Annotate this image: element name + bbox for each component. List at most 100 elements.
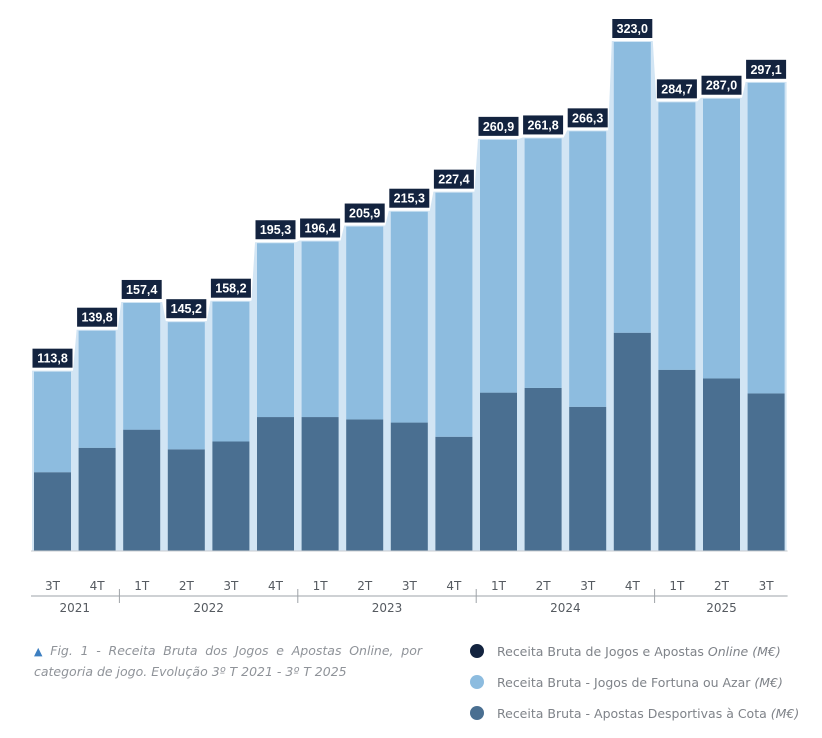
bar-fortuna-azar-14 bbox=[658, 102, 696, 370]
legend: Receita Bruta de Jogos e Apostas Online … bbox=[470, 641, 815, 734]
total-label-8: 215,3 bbox=[394, 192, 425, 206]
total-label-10: 260,9 bbox=[483, 120, 514, 134]
total-label-15: 287,0 bbox=[706, 79, 737, 93]
x-tick-label-6: 1T bbox=[313, 579, 329, 593]
bar-apostas-desportivas-5 bbox=[257, 417, 294, 551]
total-label-5: 195,3 bbox=[260, 223, 291, 237]
bar-apostas-desportivas-13 bbox=[613, 332, 651, 551]
x-tick-label-2: 1T bbox=[134, 579, 150, 593]
bar-apostas-desportivas-15 bbox=[703, 378, 740, 551]
total-label-box-3 bbox=[166, 299, 207, 319]
total-label-box-7 bbox=[344, 203, 385, 223]
total-label-6: 196,4 bbox=[304, 222, 335, 236]
bar-fortuna-azar-11 bbox=[524, 138, 562, 388]
bar-fortuna-azar-7 bbox=[346, 226, 384, 420]
x-tick-label-15: 2T bbox=[714, 579, 730, 593]
x-axis: 3T 4T 1T 2T 3T 4T 1T 2T 3T 4T 1T 2T 3T 4T 1T 2T 3T 2021 20… bbox=[31, 550, 788, 615]
bar-fortuna-azar-9 bbox=[435, 192, 473, 437]
bar-fortuna-azar-4 bbox=[212, 301, 250, 442]
total-label-12: 266,3 bbox=[572, 111, 603, 125]
x-tick-label-12: 3T bbox=[580, 579, 596, 593]
caption-text: Fig. 1 - Receita Bruta dos Jogos e Apost… bbox=[34, 643, 422, 679]
legend-label-apostas-desportivas: Receita Bruta - Apostas Desportivas à Co… bbox=[497, 705, 800, 721]
figure-caption: ▲ Fig. 1 - Receita Bruta dos Jogos e Apos… bbox=[34, 641, 422, 682]
x-tick-label-5: 4T bbox=[268, 579, 284, 593]
bar-apostas-desportivas-12 bbox=[569, 406, 607, 551]
legend-dot-apostas-desportivas bbox=[470, 706, 484, 720]
total-label-box-9 bbox=[433, 169, 474, 189]
bar-apostas-desportivas-7 bbox=[346, 419, 384, 551]
year-label-2021: 2021 bbox=[60, 601, 91, 615]
x-tick-label-16: 3T bbox=[759, 579, 775, 593]
legend-item-apostas-desportivas: Receita Bruta - Apostas Desportivas à Co… bbox=[470, 703, 815, 723]
bar-fortuna-azar-2 bbox=[123, 302, 161, 430]
bar-fortuna-azar-0 bbox=[34, 371, 71, 473]
bar-apostas-desportivas-3 bbox=[167, 449, 205, 551]
legend-label-fortuna-azar: Receita Bruta - Jogos de Fortuna ou Azar… bbox=[497, 674, 783, 690]
bar-apostas-desportivas-16 bbox=[747, 393, 785, 551]
bar-fortuna-azar-8 bbox=[390, 211, 428, 423]
legend-item-fortuna-azar: Receita Bruta - Jogos de Fortuna ou Azar… bbox=[470, 672, 815, 692]
x-tick-label-9: 4T bbox=[446, 579, 462, 593]
total-label-box-14 bbox=[656, 79, 697, 99]
bar-fortuna-azar-6 bbox=[301, 241, 339, 418]
total-label-box-16 bbox=[746, 59, 787, 79]
total-label-0: 113,8 bbox=[37, 352, 68, 366]
bar-apostas-desportivas-10 bbox=[480, 392, 517, 551]
total-label-1: 139,8 bbox=[81, 311, 112, 325]
bar-apostas-desportivas-9 bbox=[435, 436, 473, 551]
total-label-13: 323,0 bbox=[617, 22, 648, 36]
total-label-box-15 bbox=[701, 75, 742, 95]
legend-dot-total bbox=[470, 644, 484, 658]
total-label-box-8 bbox=[389, 188, 430, 208]
bar-apostas-desportivas-1 bbox=[78, 447, 116, 551]
bars bbox=[34, 42, 785, 551]
x-tick-label-4: 3T bbox=[223, 579, 239, 593]
bar-fortuna-azar-5 bbox=[257, 243, 294, 418]
bar-fortuna-azar-15 bbox=[703, 98, 740, 379]
total-label-2: 157,4 bbox=[126, 283, 157, 297]
bar-fortuna-azar-12 bbox=[569, 131, 607, 407]
x-tick-label-0: 3T bbox=[45, 579, 61, 593]
total-label-box-6 bbox=[300, 218, 341, 238]
x-tick-label-10: 1T bbox=[491, 579, 507, 593]
legend-item-total: Receita Bruta de Jogos e Apostas Online … bbox=[470, 641, 815, 661]
stacked-bar-chart: 113,8 139,8 157,4 145,2 158,2 195,3 196,4 205,9… bbox=[31, 19, 788, 615]
caption-triangle-icon: ▲ bbox=[34, 645, 47, 658]
total-label-box-10 bbox=[478, 116, 519, 136]
total-label-box-13 bbox=[612, 19, 653, 38]
x-tick-label-1: 4T bbox=[90, 579, 106, 593]
x-tick-label-14: 1T bbox=[669, 579, 685, 593]
x-tick-label-3: 2T bbox=[179, 579, 195, 593]
x-tick-label-8: 3T bbox=[402, 579, 418, 593]
total-label-box-1 bbox=[77, 307, 118, 327]
bar-fortuna-azar-3 bbox=[167, 322, 205, 450]
bar-fortuna-azar-1 bbox=[78, 330, 116, 448]
year-label-2023: 2023 bbox=[372, 601, 403, 615]
total-label-4: 158,2 bbox=[215, 282, 246, 296]
total-label-9: 227,4 bbox=[438, 173, 469, 187]
total-label-14: 284,7 bbox=[661, 82, 692, 96]
total-label-box-2 bbox=[121, 279, 162, 299]
x-tick-label-7: 2T bbox=[357, 579, 373, 593]
total-label-11: 261,8 bbox=[527, 118, 558, 132]
total-label-box-4 bbox=[210, 278, 251, 298]
total-label-3: 145,2 bbox=[171, 302, 202, 316]
bar-fortuna-azar-16 bbox=[747, 82, 785, 394]
total-label-box-12 bbox=[567, 108, 608, 128]
bar-apostas-desportivas-6 bbox=[301, 417, 339, 551]
x-tick-label-11: 2T bbox=[536, 579, 552, 593]
bar-apostas-desportivas-8 bbox=[390, 422, 428, 551]
bar-apostas-desportivas-11 bbox=[524, 387, 562, 551]
x-tick-label-13: 4T bbox=[625, 579, 641, 593]
total-label-16: 297,1 bbox=[750, 63, 781, 77]
bar-fortuna-azar-10 bbox=[480, 139, 517, 393]
bar-apostas-desportivas-4 bbox=[212, 441, 250, 551]
total-label-box-5 bbox=[255, 220, 296, 240]
bar-apostas-desportivas-2 bbox=[123, 429, 161, 551]
year-label-2025: 2025 bbox=[706, 601, 737, 615]
year-label-2022: 2022 bbox=[193, 601, 224, 615]
bar-apostas-desportivas-0 bbox=[34, 472, 71, 551]
legend-dot-fortuna-azar bbox=[470, 675, 484, 689]
total-label-box-0 bbox=[32, 348, 73, 368]
